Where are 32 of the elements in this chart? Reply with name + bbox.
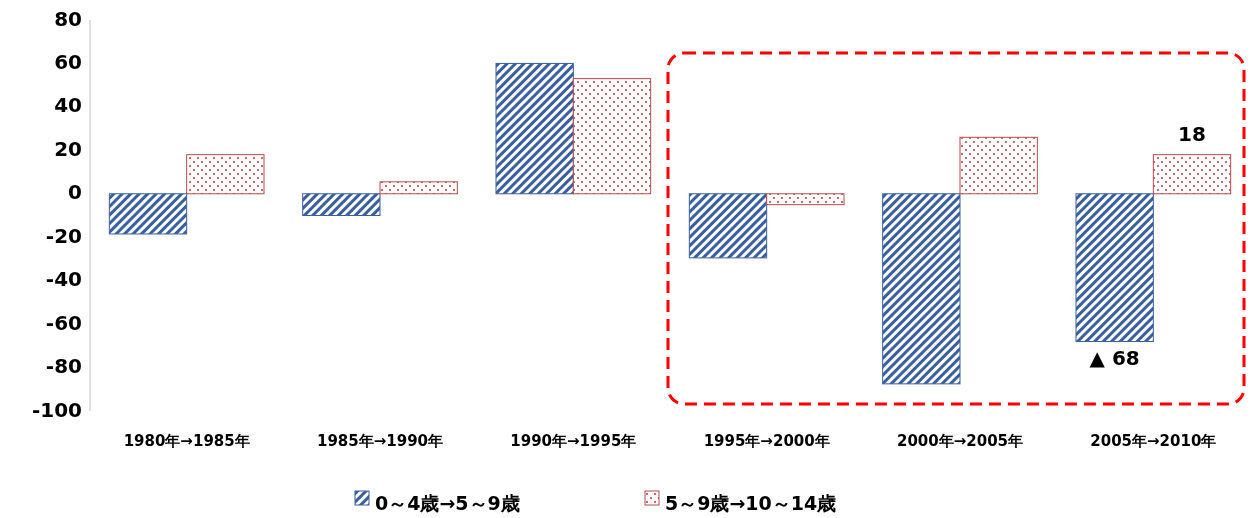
bar	[572, 78, 652, 195]
annotation: 18	[1178, 121, 1206, 146]
legend-label: 0～4歳→5～9歳	[375, 491, 520, 514]
bar	[108, 193, 188, 235]
y-tick-label: 80	[54, 6, 82, 31]
bar	[186, 154, 265, 195]
bar	[1075, 193, 1154, 342]
y-tick-label: -100	[31, 397, 82, 422]
y-tick-label: 40	[54, 93, 82, 118]
bar	[1152, 154, 1232, 195]
bar	[495, 62, 574, 195]
bar	[302, 193, 381, 216]
x-tick-label: 2000年→2005年	[896, 432, 1024, 450]
bar	[688, 193, 768, 259]
x-tick-label: 1995年→2000年	[703, 432, 830, 450]
y-tick-label: -40	[45, 267, 82, 292]
y-tick-label: 60	[54, 49, 82, 74]
x-tick-label: 1980年→1985年	[123, 432, 250, 450]
bar	[959, 136, 1038, 195]
bar	[379, 181, 458, 195]
annotation: ▲ 68	[1089, 346, 1140, 371]
y-tick-label: -80	[45, 354, 82, 379]
legend-label: 5～9歳→10～14歳	[665, 491, 837, 514]
y-tick-label: 20	[54, 136, 82, 161]
y-tick-label: -20	[45, 223, 82, 248]
y-tick-label: -60	[45, 310, 82, 335]
x-tick-label: 1990年→1995年	[510, 432, 637, 450]
bar	[882, 193, 961, 385]
x-tick-label: 1985年→1990年	[316, 432, 444, 450]
x-tick-label: 2005年→2010年	[1090, 432, 1217, 450]
bar	[766, 193, 845, 206]
y-tick-label: 0	[68, 180, 82, 205]
